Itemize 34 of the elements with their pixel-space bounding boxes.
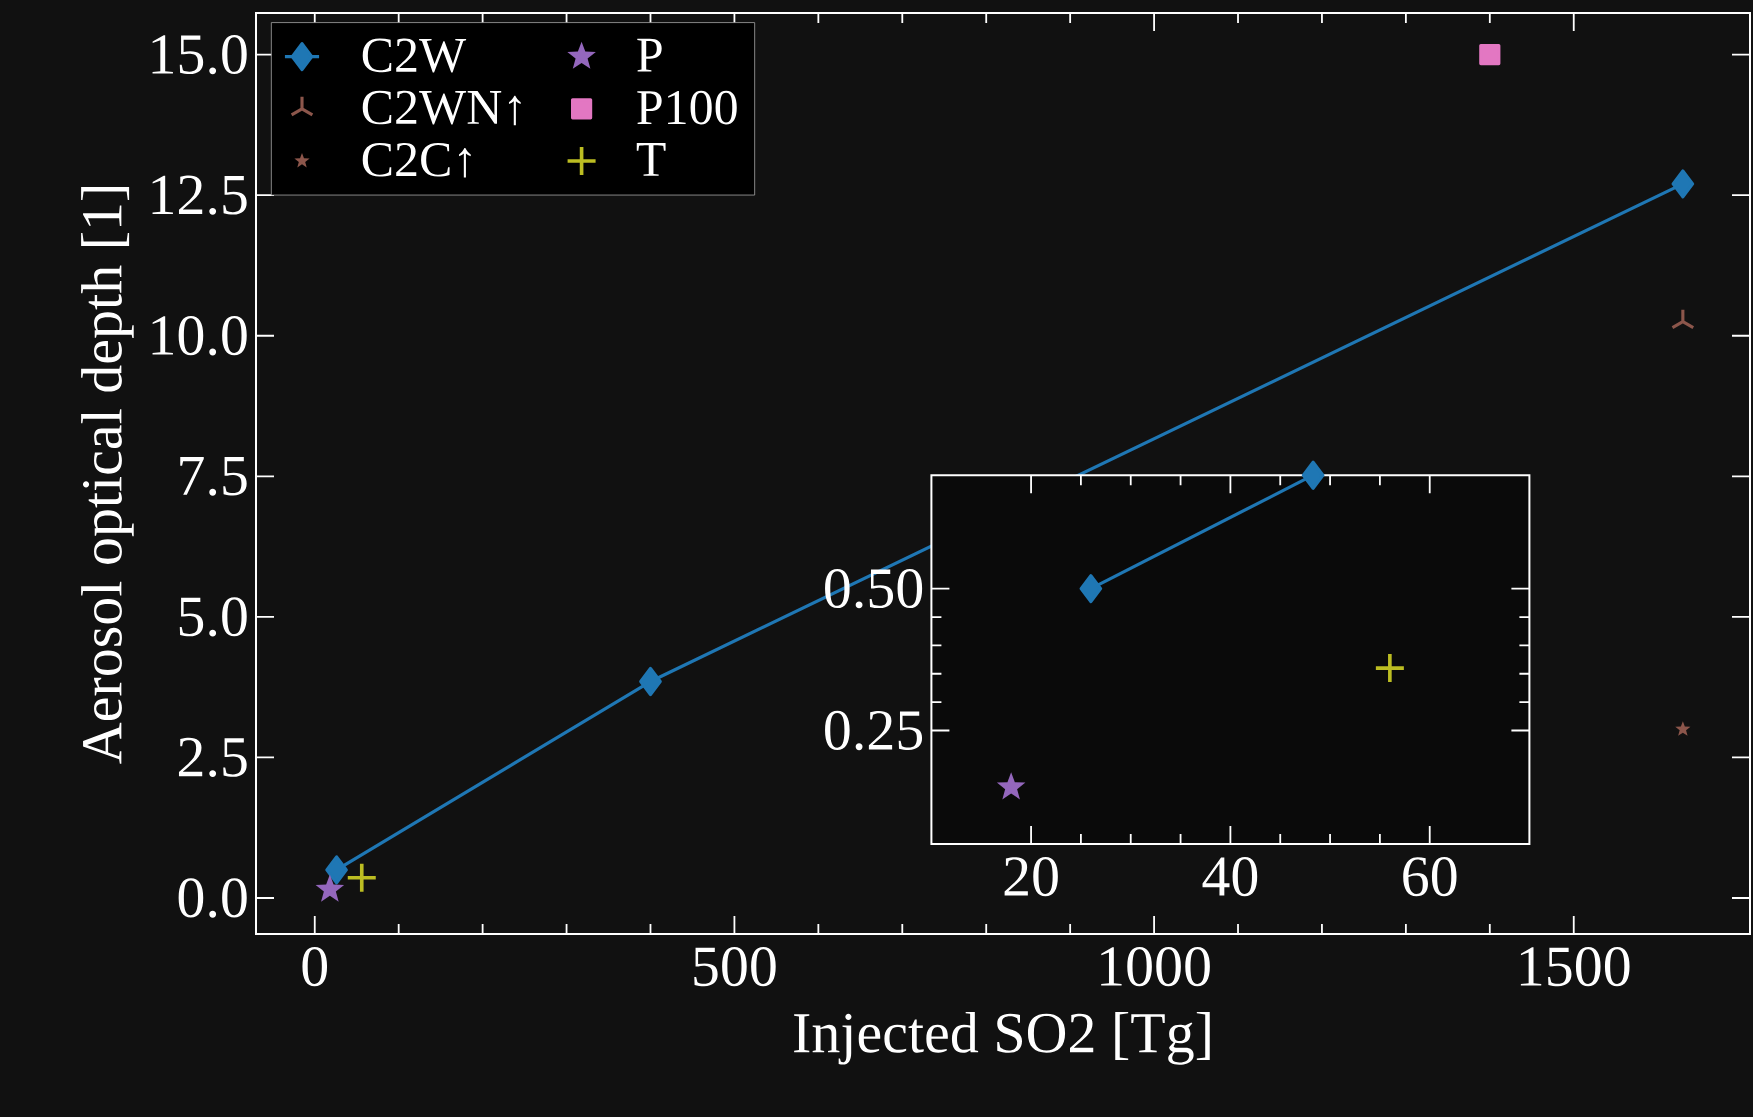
- x-tick-label: 40: [1202, 857, 1258, 897]
- x-tick-label: 20: [1004, 857, 1058, 897]
- y-tick-label: 0.0: [178, 878, 247, 918]
- y-tick-label: 0.25: [825, 710, 923, 751]
- y-axis-title: Aerosol optical depth [1]: [81, 186, 134, 764]
- y-tick-label: 2.5: [178, 737, 247, 778]
- y-tick-label: 10.0: [152, 316, 247, 356]
- x-axis-title: Injected SO2 [Tg]: [794, 1011, 1210, 1065]
- point: [1479, 43, 1501, 66]
- y-tick-label: 15.0: [152, 34, 247, 75]
- point: [325, 855, 348, 885]
- point: [1301, 460, 1325, 490]
- point: [996, 772, 1026, 800]
- point: [639, 666, 662, 697]
- point: [347, 863, 376, 892]
- legend-label: C2WN↑: [362, 90, 521, 126]
- legend-label: C2C↑: [362, 142, 471, 178]
- x-tick-label: 1500: [1520, 947, 1630, 987]
- x-tick-label: 0: [302, 947, 328, 987]
- y-tick-label: 12.5: [152, 175, 247, 215]
- x-tick-label: 1000: [1101, 947, 1210, 987]
- legend-label: C2W: [362, 38, 467, 73]
- point: [1675, 721, 1691, 736]
- y-tick-label: 5.0: [179, 597, 247, 637]
- point: [1375, 654, 1404, 683]
- point: [1671, 169, 1695, 199]
- x-tick-label: 60: [1403, 857, 1457, 897]
- legend-label: P: [637, 38, 662, 72]
- point: [315, 874, 345, 902]
- legend-label: P100: [637, 90, 737, 125]
- point: [1079, 574, 1103, 604]
- legend-label: T: [636, 143, 666, 176]
- x-tick-label: 500: [694, 947, 776, 987]
- y-tick-label: 7.5: [180, 456, 247, 496]
